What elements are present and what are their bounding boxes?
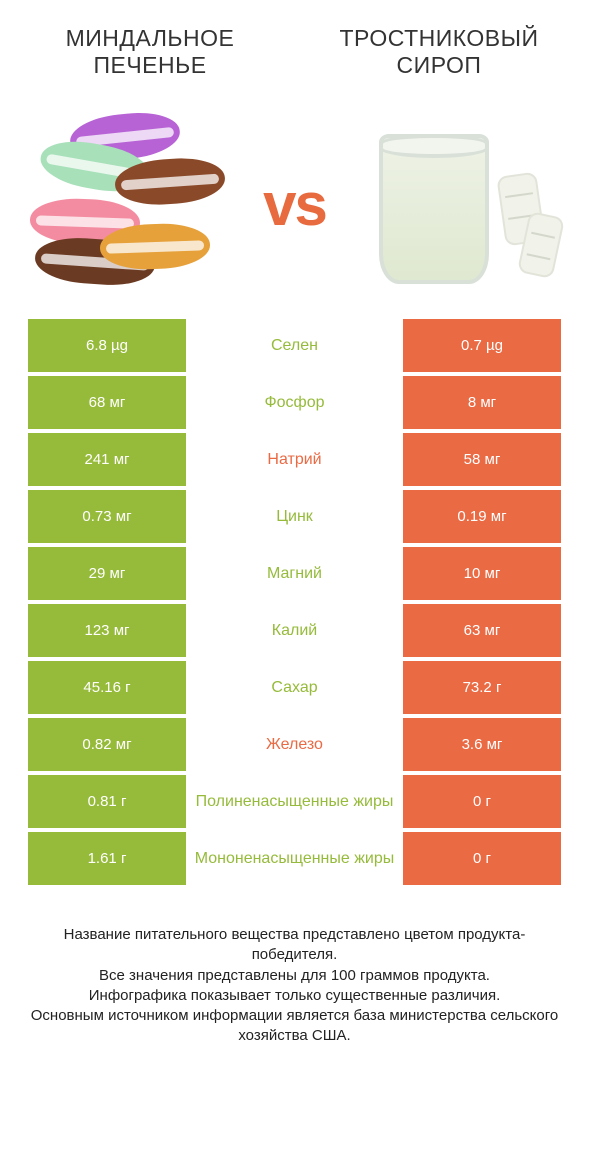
cell-right-value: 3.6 мг <box>403 718 561 771</box>
titles-row: МИНДАЛЬНОЕ ПЕЧЕНЬЕ ТРОСТНИКОВЫЙ СИРОП <box>0 0 589 89</box>
cell-nutrient-label: Калий <box>186 604 403 657</box>
product-image-left <box>30 109 230 299</box>
cell-left-value: 29 мг <box>28 547 186 600</box>
table-row: 123 мгКалий63 мг <box>28 604 561 657</box>
table-row: 0.81 гПолиненасыщенные жиры0 г <box>28 775 561 828</box>
footer-line: Все значения представлены для 100 граммо… <box>28 966 561 986</box>
cell-right-value: 0.7 µg <box>403 319 561 372</box>
cell-left-value: 123 мг <box>28 604 186 657</box>
cell-nutrient-label: Фосфор <box>186 376 403 429</box>
cane-syrup-icon <box>359 114 559 294</box>
cell-left-value: 1.61 г <box>28 832 186 885</box>
cell-nutrient-label: Цинк <box>186 490 403 543</box>
cell-nutrient-label: Натрий <box>186 433 403 486</box>
footer-line: Инфографика показывает только существенн… <box>28 986 561 1006</box>
cell-left-value: 0.82 мг <box>28 718 186 771</box>
table-row: 1.61 гМононенасыщенные жиры0 г <box>28 832 561 885</box>
cell-nutrient-label: Полиненасыщенные жиры <box>186 775 403 828</box>
table-row: 6.8 µgСелен0.7 µg <box>28 319 561 372</box>
table-row: 0.82 мгЖелезо3.6 мг <box>28 718 561 771</box>
cell-left-value: 0.81 г <box>28 775 186 828</box>
cell-right-value: 58 мг <box>403 433 561 486</box>
comparison-table: 6.8 µgСелен0.7 µg68 мгФосфор8 мг241 мгНа… <box>28 319 561 885</box>
cell-nutrient-label: Мононенасыщенные жиры <box>186 832 403 885</box>
table-row: 241 мгНатрий58 мг <box>28 433 561 486</box>
title-left: МИНДАЛЬНОЕ ПЕЧЕНЬЕ <box>20 25 280 79</box>
table-row: 0.73 мгЦинк0.19 мг <box>28 490 561 543</box>
table-row: 29 мгМагний10 мг <box>28 547 561 600</box>
cell-right-value: 0 г <box>403 775 561 828</box>
cell-nutrient-label: Селен <box>186 319 403 372</box>
cell-left-value: 68 мг <box>28 376 186 429</box>
cell-right-value: 0 г <box>403 832 561 885</box>
cell-left-value: 241 мг <box>28 433 186 486</box>
footer-line: Основным источником информации является … <box>28 1006 561 1047</box>
cell-left-value: 45.16 г <box>28 661 186 714</box>
cell-right-value: 63 мг <box>403 604 561 657</box>
cell-nutrient-label: Сахар <box>186 661 403 714</box>
product-image-right <box>359 109 559 299</box>
footer-notes: Название питательного вещества представл… <box>28 925 561 1047</box>
cell-left-value: 6.8 µg <box>28 319 186 372</box>
cell-right-value: 10 мг <box>403 547 561 600</box>
table-row: 45.16 гСахар73.2 г <box>28 661 561 714</box>
cell-nutrient-label: Магний <box>186 547 403 600</box>
cell-left-value: 0.73 мг <box>28 490 186 543</box>
cell-right-value: 73.2 г <box>403 661 561 714</box>
hero-row: vs <box>0 89 589 319</box>
cell-right-value: 0.19 мг <box>403 490 561 543</box>
cell-nutrient-label: Железо <box>186 718 403 771</box>
footer-line: Название питательного вещества представл… <box>28 925 561 966</box>
macarons-icon <box>30 114 230 294</box>
title-right: ТРОСТНИКОВЫЙ СИРОП <box>309 25 569 79</box>
vs-label: vs <box>263 170 326 239</box>
table-row: 68 мгФосфор8 мг <box>28 376 561 429</box>
cell-right-value: 8 мг <box>403 376 561 429</box>
